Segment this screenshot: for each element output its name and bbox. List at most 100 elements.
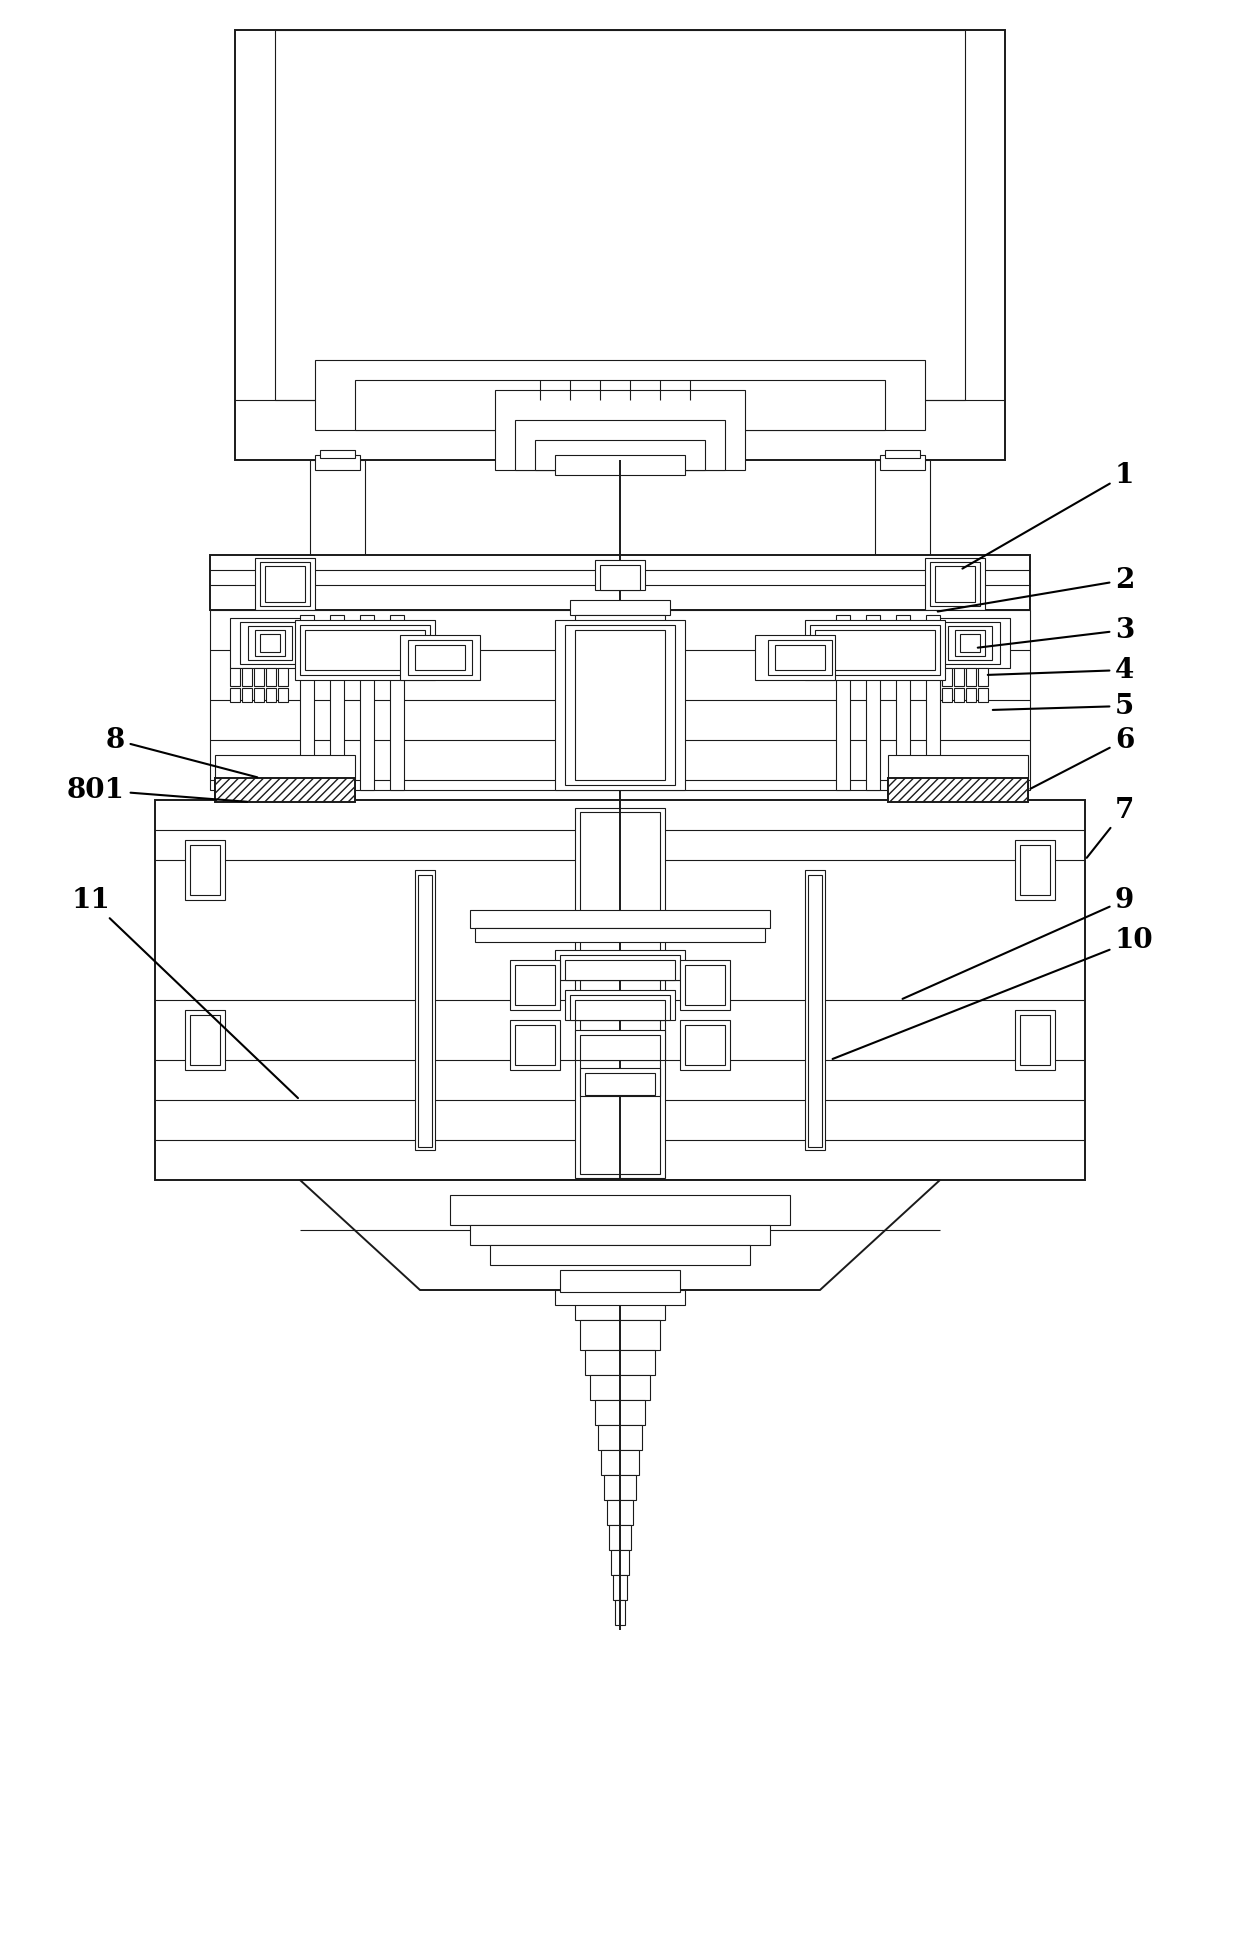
Bar xyxy=(1016,841,1055,900)
Bar xyxy=(185,1009,224,1070)
Bar xyxy=(580,1035,660,1060)
Bar xyxy=(810,625,940,674)
Bar xyxy=(278,688,288,702)
Bar xyxy=(966,688,976,702)
Bar xyxy=(888,778,1028,802)
Bar xyxy=(815,629,935,670)
Bar xyxy=(575,1000,665,1019)
Bar xyxy=(185,841,224,900)
Bar xyxy=(155,800,1085,1180)
Bar xyxy=(510,1019,560,1070)
Bar xyxy=(190,1015,219,1064)
Bar xyxy=(604,1476,636,1499)
Bar xyxy=(556,619,684,790)
Bar xyxy=(450,1196,790,1225)
Bar xyxy=(255,559,315,610)
Bar xyxy=(510,960,560,1009)
Bar xyxy=(978,688,988,702)
Polygon shape xyxy=(300,1180,940,1290)
Bar xyxy=(885,451,920,459)
Bar xyxy=(315,361,925,429)
Bar xyxy=(265,566,305,602)
Bar xyxy=(930,617,1011,668)
Bar xyxy=(229,668,241,686)
Bar xyxy=(300,615,314,790)
Bar xyxy=(1021,845,1050,896)
Bar xyxy=(580,1068,660,1096)
Bar xyxy=(470,909,770,927)
Bar xyxy=(897,615,910,790)
Bar xyxy=(942,688,952,702)
Bar xyxy=(254,688,264,702)
Bar xyxy=(768,641,832,674)
Bar xyxy=(242,688,252,702)
Bar xyxy=(560,955,680,980)
Bar xyxy=(930,668,940,686)
Bar xyxy=(684,1025,725,1064)
Bar xyxy=(955,629,985,657)
Bar xyxy=(880,455,925,470)
Bar xyxy=(556,455,684,474)
Bar xyxy=(565,990,675,1019)
Bar xyxy=(888,778,1028,802)
Bar xyxy=(1016,1009,1055,1070)
Bar xyxy=(360,615,374,790)
Bar xyxy=(595,561,645,590)
Bar xyxy=(960,633,980,653)
Bar xyxy=(565,625,675,786)
Bar xyxy=(242,668,252,686)
Text: 7: 7 xyxy=(1086,796,1135,858)
Bar xyxy=(295,619,435,680)
Bar xyxy=(925,559,985,610)
Text: 801: 801 xyxy=(67,776,247,804)
Text: 10: 10 xyxy=(832,927,1153,1058)
Bar xyxy=(684,964,725,1005)
Bar xyxy=(615,1599,625,1625)
Bar xyxy=(680,960,730,1009)
Bar xyxy=(556,1290,684,1305)
Bar xyxy=(490,1245,750,1264)
Bar xyxy=(575,615,665,627)
Bar xyxy=(808,874,822,1147)
Bar xyxy=(415,870,435,1151)
Bar xyxy=(210,555,1030,610)
Bar xyxy=(408,641,472,674)
Bar xyxy=(229,617,310,668)
Bar xyxy=(515,419,725,470)
Bar xyxy=(805,619,945,680)
Bar xyxy=(940,621,999,664)
Bar xyxy=(355,380,885,429)
Bar xyxy=(930,688,940,702)
Bar xyxy=(580,1319,660,1350)
Bar xyxy=(470,1225,770,1245)
Bar xyxy=(598,1425,642,1450)
Bar xyxy=(267,668,277,686)
Bar xyxy=(570,996,670,1019)
Bar xyxy=(315,455,360,470)
Text: 4: 4 xyxy=(988,657,1135,684)
Bar xyxy=(215,778,355,802)
Bar xyxy=(255,629,285,657)
Bar xyxy=(534,439,706,470)
Bar xyxy=(875,461,930,590)
Bar xyxy=(248,625,291,661)
Bar xyxy=(575,808,665,1178)
Bar xyxy=(866,615,880,790)
Text: 11: 11 xyxy=(71,886,298,1098)
Text: 2: 2 xyxy=(937,566,1135,612)
Bar xyxy=(585,1072,655,1096)
Bar xyxy=(954,668,963,686)
Bar xyxy=(775,645,825,670)
Bar xyxy=(515,1025,556,1064)
Bar xyxy=(590,1376,650,1399)
Bar xyxy=(275,29,965,400)
Bar xyxy=(418,874,432,1147)
Bar xyxy=(267,688,277,702)
Text: 5: 5 xyxy=(993,692,1135,719)
Bar xyxy=(565,960,675,980)
Bar xyxy=(954,688,963,702)
Bar xyxy=(935,566,975,602)
Bar xyxy=(210,610,1030,790)
Bar xyxy=(229,688,241,702)
Bar xyxy=(601,1450,639,1476)
